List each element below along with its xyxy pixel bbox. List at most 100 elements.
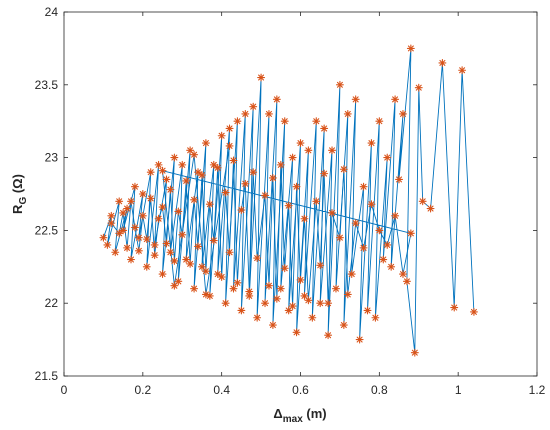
x-tick-label: 0.8 bbox=[371, 383, 388, 397]
data-point-marker bbox=[450, 303, 459, 312]
data-point-marker bbox=[237, 306, 246, 315]
data-point-marker bbox=[367, 200, 376, 209]
data-point-marker bbox=[241, 179, 250, 188]
data-point-marker bbox=[249, 102, 258, 111]
data-point-marker bbox=[375, 226, 384, 235]
data-point-marker bbox=[399, 270, 407, 279]
data-point-marker bbox=[268, 321, 277, 329]
data-point-marker bbox=[190, 195, 199, 204]
data-point-marker bbox=[347, 270, 356, 279]
y-tick-label: 21.5 bbox=[35, 369, 59, 383]
data-point-marker bbox=[280, 117, 289, 126]
data-point-marker bbox=[406, 229, 415, 238]
y-axis-ticks: 21.5 22 22.5 23 23.5 24 bbox=[35, 5, 537, 383]
data-point-marker bbox=[328, 146, 336, 155]
data-point-marker bbox=[225, 248, 234, 257]
data-point-marker bbox=[355, 335, 364, 344]
data-point-marker bbox=[119, 226, 128, 235]
data-point-marker bbox=[209, 236, 218, 245]
data-point-marker bbox=[395, 175, 403, 184]
series-layer bbox=[99, 44, 478, 357]
data-point-marker bbox=[131, 223, 139, 232]
data-point-marker bbox=[272, 294, 281, 303]
data-point-marker bbox=[194, 242, 202, 251]
y-axis-label: RG (Ω) bbox=[10, 174, 29, 214]
data-point-marker bbox=[198, 171, 206, 180]
data-point-marker bbox=[221, 299, 230, 308]
data-point-marker bbox=[170, 153, 179, 162]
data-point-marker bbox=[339, 165, 348, 174]
data-point-marker bbox=[391, 95, 400, 104]
data-point-marker bbox=[170, 257, 179, 265]
data-point-marker bbox=[127, 197, 135, 206]
data-point-marker bbox=[162, 175, 171, 184]
data-point-marker bbox=[162, 239, 171, 248]
x-axis-label-main: Δ bbox=[273, 406, 282, 421]
x-tick-label: 0.2 bbox=[134, 383, 151, 397]
data-point-marker bbox=[182, 176, 191, 185]
data-point-marker bbox=[328, 208, 336, 217]
y-tick-label: 22 bbox=[45, 296, 59, 310]
data-point-marker bbox=[276, 160, 285, 169]
x-tick-label: 1 bbox=[455, 383, 462, 397]
data-point-marker bbox=[261, 299, 269, 308]
data-point-marker bbox=[320, 169, 329, 178]
data-point-marker bbox=[194, 168, 202, 177]
data-point-marker bbox=[324, 299, 333, 308]
y-tick-label: 23.5 bbox=[35, 78, 59, 92]
data-point-marker bbox=[343, 109, 352, 118]
data-point-marker bbox=[253, 313, 262, 322]
data-point-marker bbox=[371, 313, 380, 322]
data-point-marker bbox=[363, 306, 372, 315]
data-point-marker bbox=[249, 168, 258, 177]
data-point-marker bbox=[324, 331, 333, 340]
data-point-marker bbox=[410, 348, 419, 357]
series-line-secondary bbox=[110, 145, 412, 307]
data-point-marker bbox=[241, 109, 250, 118]
data-point-marker bbox=[284, 201, 293, 210]
data-point-marker bbox=[312, 117, 321, 126]
y-axis-label-sub: G bbox=[18, 197, 29, 205]
data-point-marker bbox=[387, 262, 396, 271]
data-point-marker bbox=[138, 211, 147, 220]
data-point-marker bbox=[402, 277, 411, 286]
data-point-marker bbox=[201, 267, 210, 276]
data-point-marker bbox=[367, 139, 376, 147]
data-point-marker bbox=[438, 59, 447, 67]
data-point-marker bbox=[213, 163, 222, 172]
data-point-marker bbox=[304, 146, 313, 155]
data-point-marker bbox=[154, 160, 163, 169]
data-point-marker bbox=[339, 321, 348, 329]
y-tick-label: 24 bbox=[45, 5, 59, 19]
data-point-marker bbox=[229, 156, 238, 165]
data-point-marker bbox=[217, 131, 226, 140]
data-point-marker bbox=[146, 194, 155, 203]
data-point-marker bbox=[119, 208, 128, 217]
data-point-marker bbox=[300, 214, 309, 223]
data-point-marker bbox=[292, 328, 301, 337]
data-point-marker bbox=[225, 124, 234, 133]
data-point-marker bbox=[174, 207, 183, 216]
x-axis-ticks: 0 0.2 0.4 0.6 0.8 1 1.2 bbox=[61, 12, 546, 397]
data-point-marker bbox=[134, 233, 143, 242]
y-tick-label: 22.5 bbox=[35, 223, 59, 237]
data-point-marker bbox=[233, 278, 242, 287]
data-point-marker bbox=[127, 255, 135, 264]
data-point-marker bbox=[288, 153, 297, 162]
data-point-marker bbox=[115, 229, 124, 238]
data-point-marker bbox=[190, 284, 199, 293]
data-point-marker bbox=[359, 243, 368, 252]
data-point-marker bbox=[359, 182, 368, 191]
data-point-marker bbox=[335, 80, 344, 89]
data-point-marker bbox=[150, 241, 159, 249]
data-point-marker bbox=[296, 275, 305, 284]
data-point-marker bbox=[383, 241, 392, 249]
y-axis-label-main: R bbox=[10, 204, 25, 214]
data-point-marker bbox=[265, 109, 273, 118]
data-point-marker bbox=[158, 166, 167, 175]
data-point-marker bbox=[217, 273, 226, 281]
data-point-marker bbox=[265, 281, 273, 290]
data-point-marker bbox=[190, 150, 199, 159]
data-point-marker bbox=[178, 160, 187, 169]
